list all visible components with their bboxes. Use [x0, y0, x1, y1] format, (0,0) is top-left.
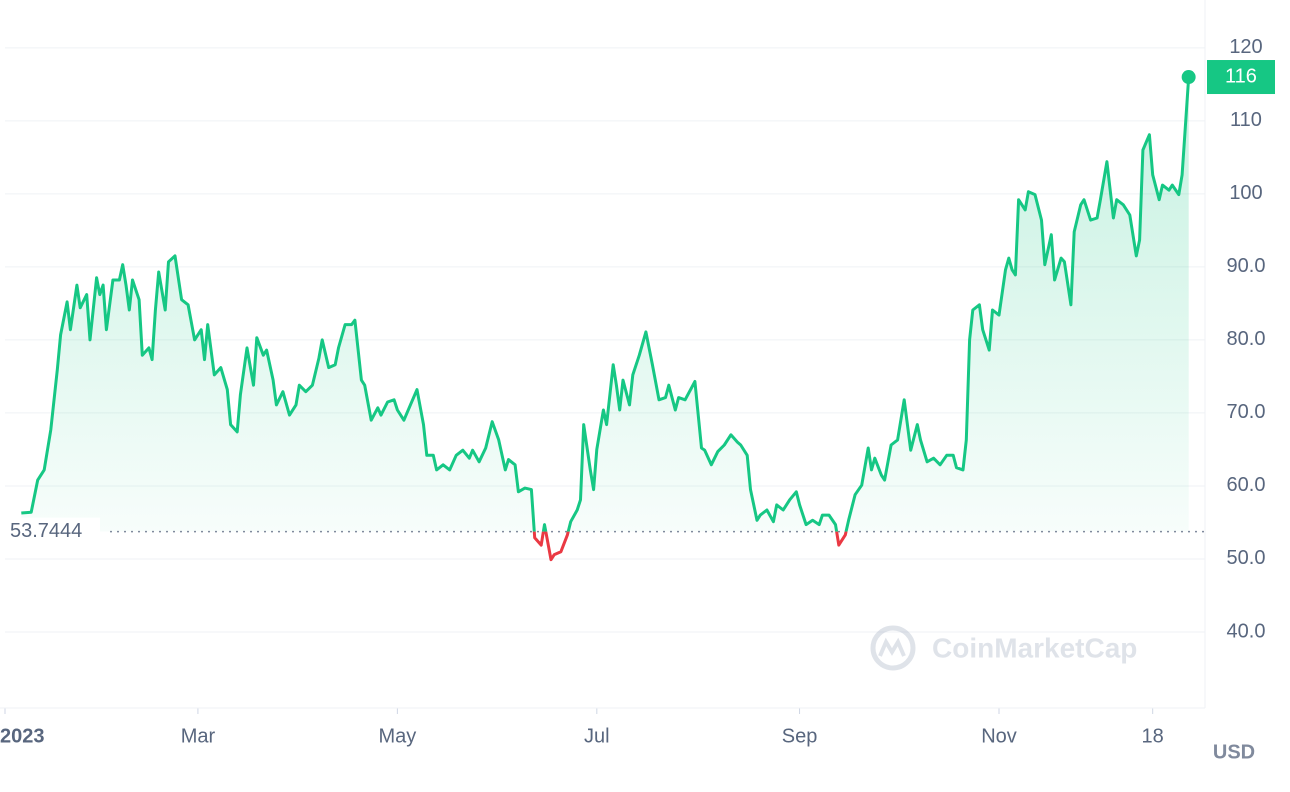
- x-tick-label: Jul: [584, 725, 610, 747]
- x-tick-label: Mar: [181, 725, 216, 747]
- y-tick-label: 100: [1229, 182, 1262, 204]
- reference-label-bg: [6, 517, 100, 546]
- last-value-box: [1207, 60, 1275, 95]
- last-point: [1181, 70, 1196, 85]
- x-tick-label: 18: [1142, 725, 1164, 747]
- y-tick-label: 50.0: [1227, 547, 1266, 569]
- y-tick-label: 70.0: [1227, 401, 1266, 423]
- watermark-text: CoinMarketCap: [932, 632, 1137, 663]
- reference-label: 53.7444: [10, 520, 82, 542]
- currency-label: USD: [1213, 741, 1255, 763]
- y-tick-label: 60.0: [1227, 474, 1266, 496]
- x-tick-label: Sep: [782, 725, 818, 747]
- y-tick-label: 110: [1230, 109, 1262, 131]
- x-tick-label: Nov: [981, 725, 1017, 747]
- x-tick-label: 2023: [0, 725, 45, 747]
- last-value-label: 116: [1225, 65, 1257, 87]
- x-tick-label: May: [378, 725, 416, 747]
- price-area: [21, 77, 1189, 532]
- price-line: [21, 76, 1191, 532]
- y-tick-label: 120: [1229, 36, 1262, 58]
- y-tick-label: 40.0: [1227, 620, 1266, 642]
- y-tick-label: 90.0: [1227, 255, 1266, 277]
- watermark: CoinMarketCap: [870, 625, 1137, 671]
- y-tick-label: 80.0: [1227, 328, 1266, 350]
